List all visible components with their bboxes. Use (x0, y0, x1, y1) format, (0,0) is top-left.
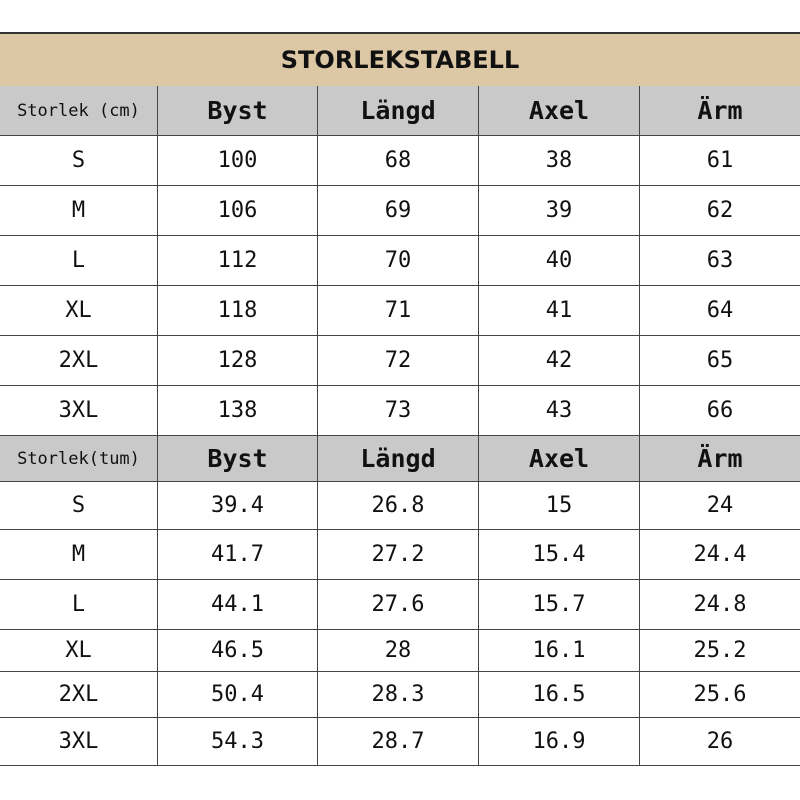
value-cell: 28.7 (318, 718, 479, 766)
value-cell: 25.2 (640, 630, 800, 672)
value-cell: 61 (640, 136, 800, 186)
value-cell: 63 (640, 236, 800, 286)
size-cell: XL (0, 630, 158, 672)
size-cell: L (0, 580, 158, 630)
header-cell: Längd (318, 436, 479, 482)
value-cell: 27.6 (318, 580, 479, 630)
value-cell: 68 (318, 136, 479, 186)
size-cell: M (0, 186, 158, 236)
header-cell: Byst (158, 436, 318, 482)
value-cell: 39 (479, 186, 640, 236)
size-cell: 3XL (0, 386, 158, 436)
value-cell: 50.4 (158, 672, 318, 718)
value-cell: 106 (158, 186, 318, 236)
value-cell: 24.8 (640, 580, 800, 630)
header-cell: Axel (479, 436, 640, 482)
value-cell: 44.1 (158, 580, 318, 630)
value-cell: 118 (158, 286, 318, 336)
size-cell: S (0, 482, 158, 530)
value-cell: 38 (479, 136, 640, 186)
value-cell: 26.8 (318, 482, 479, 530)
size-cell: 2XL (0, 672, 158, 718)
value-cell: 24 (640, 482, 800, 530)
value-cell: 16.5 (479, 672, 640, 718)
value-cell: 72 (318, 336, 479, 386)
header-cell: Ärm (640, 86, 800, 136)
value-cell: 138 (158, 386, 318, 436)
value-cell: 41 (479, 286, 640, 336)
header-cell: Ärm (640, 436, 800, 482)
value-cell: 15.4 (479, 530, 640, 580)
value-cell: 43 (479, 386, 640, 436)
size-cell: XL (0, 286, 158, 336)
value-cell: 39.4 (158, 482, 318, 530)
value-cell: 66 (640, 386, 800, 436)
value-cell: 64 (640, 286, 800, 336)
size-cell: S (0, 136, 158, 186)
header-cell: Storlek (cm) (0, 86, 158, 136)
value-cell: 16.9 (479, 718, 640, 766)
value-cell: 65 (640, 336, 800, 386)
value-cell: 128 (158, 336, 318, 386)
value-cell: 112 (158, 236, 318, 286)
value-cell: 54.3 (158, 718, 318, 766)
value-cell: 41.7 (158, 530, 318, 580)
header-cell: Axel (479, 86, 640, 136)
size-cell: L (0, 236, 158, 286)
value-cell: 71 (318, 286, 479, 336)
size-cell: 3XL (0, 718, 158, 766)
value-cell: 100 (158, 136, 318, 186)
header-cell: Storlek(tum) (0, 436, 158, 482)
value-cell: 46.5 (158, 630, 318, 672)
value-cell: 28.3 (318, 672, 479, 718)
table-title: STORLEKSTABELL (0, 32, 800, 86)
value-cell: 69 (318, 186, 479, 236)
value-cell: 25.6 (640, 672, 800, 718)
value-cell: 24.4 (640, 530, 800, 580)
value-cell: 40 (479, 236, 640, 286)
value-cell: 70 (318, 236, 479, 286)
value-cell: 62 (640, 186, 800, 236)
value-cell: 15 (479, 482, 640, 530)
value-cell: 15.7 (479, 580, 640, 630)
header-cell: Längd (318, 86, 479, 136)
value-cell: 73 (318, 386, 479, 436)
value-cell: 26 (640, 718, 800, 766)
value-cell: 27.2 (318, 530, 479, 580)
value-cell: 28 (318, 630, 479, 672)
value-cell: 16.1 (479, 630, 640, 672)
size-cell: M (0, 530, 158, 580)
size-cell: 2XL (0, 336, 158, 386)
header-cell: Byst (158, 86, 318, 136)
value-cell: 42 (479, 336, 640, 386)
